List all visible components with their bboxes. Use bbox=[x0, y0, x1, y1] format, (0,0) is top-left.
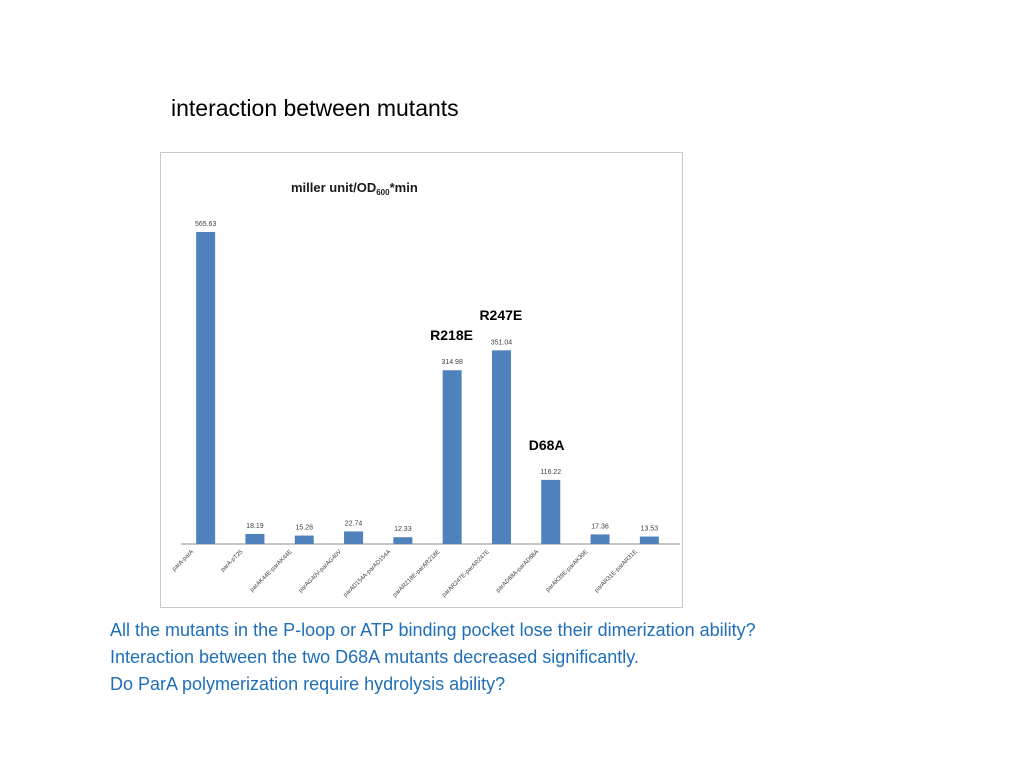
x-tick-label: parAR218E-parAR218E bbox=[392, 549, 442, 599]
data-label: 12.33 bbox=[394, 526, 412, 533]
bar bbox=[344, 531, 364, 544]
data-label: 22.74 bbox=[345, 520, 363, 527]
bar bbox=[541, 479, 561, 544]
note-line-1: All the mutants in the P-loop or ATP bin… bbox=[110, 620, 756, 640]
x-tick-label: parAR247E-parAR247E bbox=[441, 549, 491, 599]
bar bbox=[294, 535, 314, 544]
x-tick-label: parAD154A-parAD154A bbox=[343, 549, 393, 599]
x-tick-label: parA-parA bbox=[171, 549, 195, 573]
data-label: 314.98 bbox=[441, 359, 463, 366]
note-line-3: Do ParA polymerization require hydrolysi… bbox=[110, 674, 506, 694]
x-tick-label: parAD68A-parAD68A bbox=[495, 549, 540, 594]
data-label: 565.63 bbox=[195, 221, 217, 228]
bar-chart: miller unit/OD600*min 565.63 parA-parA 18.… bbox=[160, 152, 683, 608]
bar bbox=[196, 231, 216, 544]
bar bbox=[442, 370, 462, 544]
data-label: 116.22 bbox=[540, 469, 561, 476]
x-tick-label: parAG40V-parAG40V bbox=[298, 549, 343, 594]
x-tick-label: parA-pT25 bbox=[220, 549, 245, 574]
chart-title: miller unit/OD600*min bbox=[291, 180, 418, 197]
data-label: 18.19 bbox=[246, 523, 264, 530]
data-label: 13.53 bbox=[641, 526, 659, 533]
chart-title-suffix: *min bbox=[389, 180, 418, 195]
slide-title: interaction between mutants bbox=[171, 95, 459, 121]
data-label: 351.04 bbox=[491, 339, 513, 346]
bar bbox=[393, 537, 413, 544]
x-tick-label: parAR31E-parAR31E bbox=[594, 549, 639, 594]
bar bbox=[491, 350, 511, 544]
annotation-d68a: D68A bbox=[528, 436, 565, 453]
annotation-r247e: R247E bbox=[479, 307, 523, 324]
chart-plot-area: 565.63 parA-parA 18.19 parA-pT25 15.28 parAK4… bbox=[171, 221, 680, 599]
annotation-r218e: R218E bbox=[430, 327, 473, 344]
data-label: 17.36 bbox=[591, 523, 609, 530]
bar bbox=[639, 536, 659, 544]
slide-notes: All the mutants in the P-loop or ATP bin… bbox=[110, 617, 756, 698]
x-tick-label: parAK39E-parAK39E bbox=[545, 549, 589, 593]
bar bbox=[245, 533, 265, 544]
chart-title-main: miller unit/OD bbox=[291, 180, 377, 195]
note-line-2: Interaction between the two D68A mutants… bbox=[110, 647, 639, 667]
chart-title-subscript: 600 bbox=[376, 188, 390, 197]
data-label: 15.28 bbox=[295, 525, 313, 532]
x-tick-label: parAK44E-parAK44E bbox=[249, 549, 293, 593]
bar bbox=[590, 534, 610, 544]
